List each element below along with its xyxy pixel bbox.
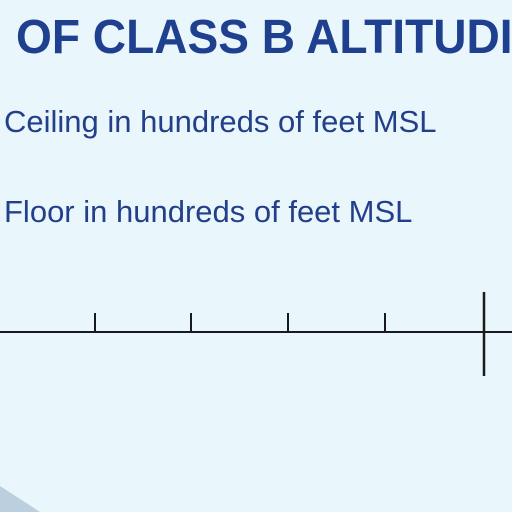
floor-label: Floor in hundreds of feet MSL <box>4 194 413 229</box>
altitude-scale <box>0 292 512 376</box>
corner-decoration <box>0 486 40 512</box>
corner-shape <box>0 486 40 512</box>
ceiling-label: Ceiling in hundreds of feet MSL <box>4 104 437 139</box>
page-title: OF CLASS B ALTITUDI <box>16 11 512 64</box>
